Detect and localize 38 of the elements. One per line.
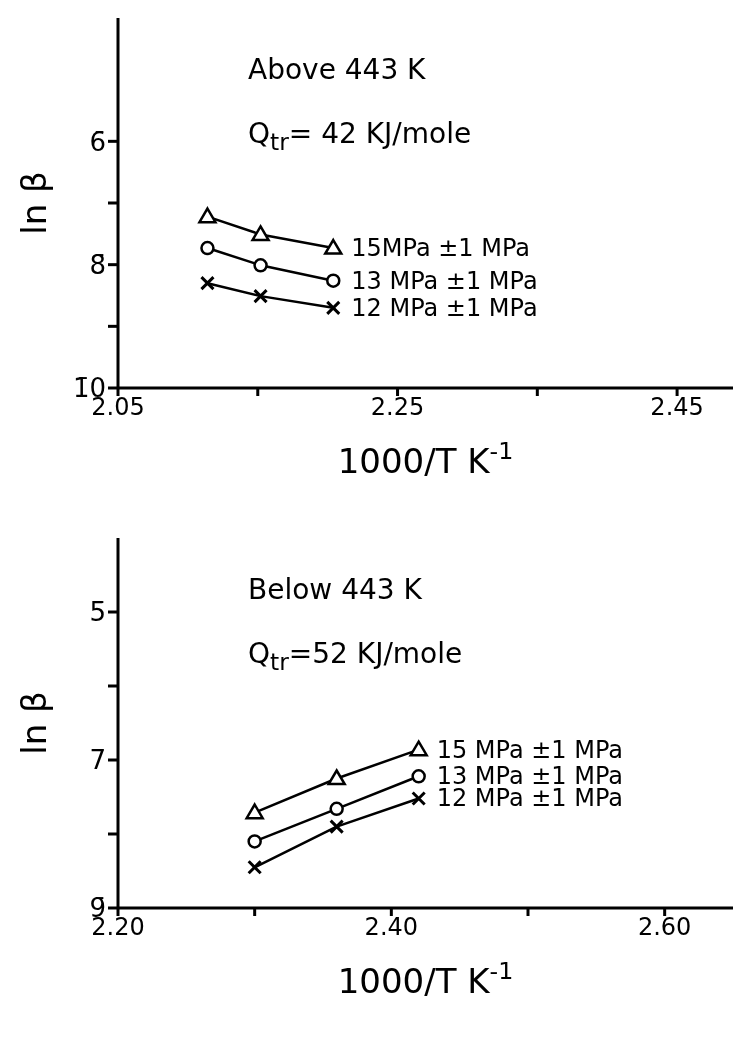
- point: [326, 273, 341, 288]
- point: [327, 769, 346, 786]
- x-tick-label: 2.60: [637, 913, 692, 942]
- point: [245, 803, 264, 820]
- point: [411, 769, 426, 784]
- x-tick-label: 2.40: [364, 913, 419, 942]
- annotation: Q$_{tr}$=52 KJ/mole: [248, 636, 463, 678]
- point: [247, 834, 262, 849]
- point: [198, 207, 217, 224]
- point: [251, 225, 270, 242]
- series-label: 13 MPa ±1 MPa: [351, 266, 538, 295]
- point: [325, 300, 341, 316]
- y-tick-label: 7̄: [89, 745, 106, 776]
- point: [247, 859, 263, 875]
- series-label: 15 MPa ±1 MPa: [436, 735, 624, 764]
- y-axis-title: ln β: [14, 171, 54, 235]
- y-tick-label: 5̄: [89, 597, 106, 628]
- y-axis-title: ln β: [14, 691, 54, 755]
- y-tick-label: 6̄: [89, 126, 106, 157]
- point: [411, 790, 427, 806]
- series-label: 12 MPa ±1 MPa: [351, 293, 538, 322]
- point: [253, 288, 269, 304]
- annotation: Above 443 K: [248, 52, 427, 88]
- x-tick-label: 2.45: [650, 393, 704, 422]
- y-tick-label: 8̄: [89, 249, 106, 280]
- series-label: 15MPa ±1 MPa: [351, 234, 531, 263]
- point: [409, 740, 428, 757]
- x-tick-label: 2.25: [370, 393, 425, 422]
- point: [324, 238, 343, 255]
- point: [199, 275, 215, 291]
- annotation: Below 443 K: [248, 572, 423, 608]
- x-axis-title: 1000/T K$^{-1}$: [337, 957, 514, 1001]
- point: [253, 258, 268, 273]
- annotation: Q$_{tr}$= 42 KJ/mole: [248, 116, 472, 158]
- point: [329, 801, 344, 817]
- point: [329, 819, 345, 835]
- x-axis-title: 1000/T K$^{-1}$: [337, 437, 514, 481]
- point: [200, 240, 215, 256]
